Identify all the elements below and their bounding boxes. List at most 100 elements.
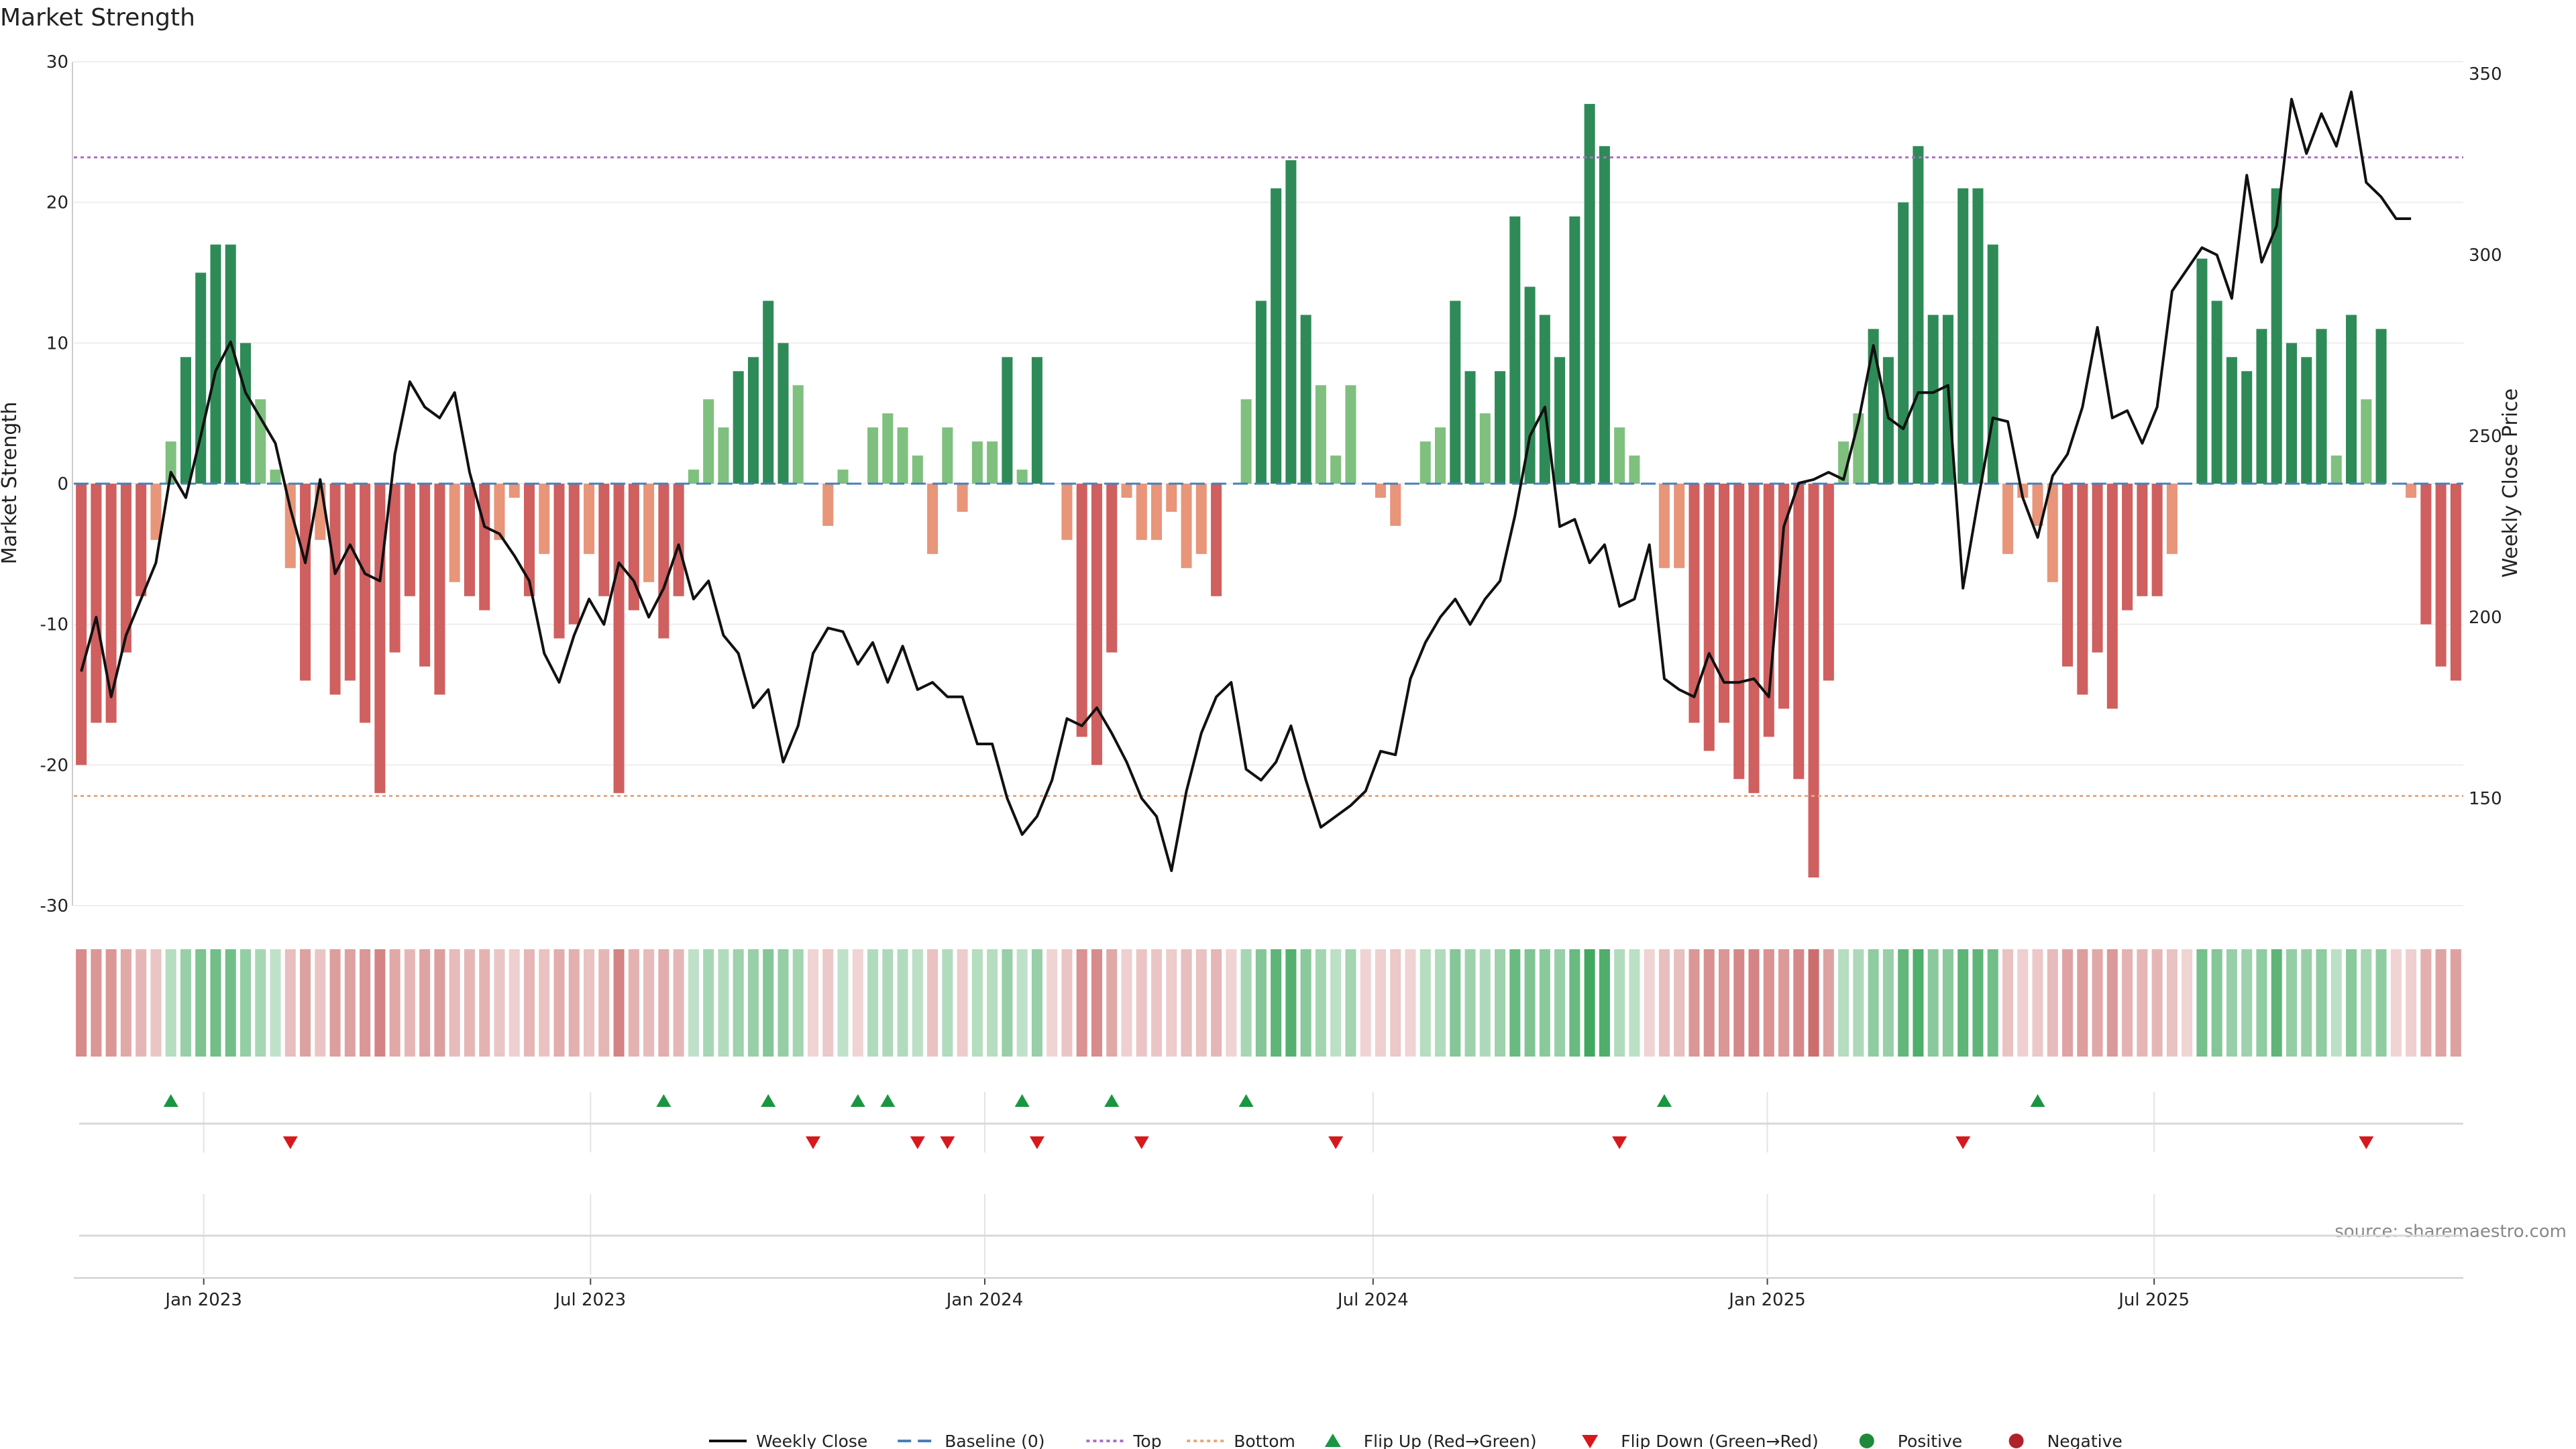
heat-cell: [1972, 949, 1984, 1057]
source-note: source: sharemaestro.com: [2334, 1222, 2567, 1242]
legend-label: Weekly Close: [756, 1432, 867, 1449]
heat-cell: [2032, 949, 2043, 1057]
heat-cell: [703, 949, 714, 1057]
strength-bar: [2420, 484, 2432, 625]
heat-cell: [1599, 949, 1610, 1057]
heat-cell: [584, 949, 595, 1057]
flip-down-marker: [805, 1136, 820, 1149]
strength-bar: [1271, 188, 1282, 484]
strength-bar: [837, 470, 849, 484]
heat-cell: [1913, 949, 1924, 1057]
strength-bar: [1599, 146, 1610, 484]
heat-cell: [1211, 949, 1222, 1057]
strength-bar: [553, 484, 565, 639]
heat-cell: [1554, 949, 1566, 1057]
strength-bar: [912, 455, 923, 484]
strength-bar: [792, 385, 804, 484]
heat-cell: [2017, 949, 2029, 1057]
x-tick-label: Jul 2024: [1336, 1290, 1409, 1310]
heat-cell: [1987, 949, 1998, 1057]
heat-cell: [1495, 949, 1506, 1057]
heat-cell: [2316, 949, 2327, 1057]
strength-bar: [987, 441, 998, 484]
strength-bar: [1733, 484, 1745, 780]
heat-cell: [1838, 949, 1849, 1057]
strength-bar: [284, 484, 296, 568]
heat-cell: [1733, 949, 1745, 1057]
heat-cell: [1375, 949, 1386, 1057]
heat-cell: [613, 949, 625, 1057]
heat-cell: [389, 949, 400, 1057]
strength-bar: [1016, 470, 1028, 484]
strength-bar: [1091, 484, 1102, 765]
heat-cell: [2151, 949, 2163, 1057]
strength-bar: [2406, 484, 2417, 498]
strength-bar: [1509, 216, 1521, 484]
heat-cell: [1823, 949, 1834, 1057]
flip-down-marker: [910, 1136, 925, 1149]
strength-bar: [508, 484, 520, 498]
strength-bar: [165, 441, 176, 484]
strength-bar: [568, 484, 580, 625]
heat-cell: [822, 949, 834, 1057]
heat-cell: [2062, 949, 2074, 1057]
strength-bar: [329, 484, 341, 695]
heat-cell: [1300, 949, 1311, 1057]
heat-cell: [195, 949, 207, 1057]
heat-cell: [2361, 949, 2372, 1057]
strength-bar: [2330, 455, 2342, 484]
strength-bar: [688, 470, 699, 484]
heat-cell: [360, 949, 371, 1057]
heat-cell: [479, 949, 490, 1057]
strength-bar: [1987, 244, 1998, 484]
left-tick-label: -30: [40, 896, 68, 916]
strength-bar: [1330, 455, 1342, 484]
heat-cell: [1778, 949, 1790, 1057]
strength-bar: [2077, 484, 2088, 695]
strength-bar: [2435, 484, 2447, 667]
strength-bar: [942, 427, 953, 484]
heat-cell: [1390, 949, 1401, 1057]
heat-cell: [180, 949, 191, 1057]
strength-bar: [822, 484, 834, 526]
heat-cell: [1345, 949, 1356, 1057]
strength-bar: [1166, 484, 1177, 512]
heat-cell: [2346, 949, 2357, 1057]
strength-bar: [389, 484, 400, 653]
strength-bar: [1629, 455, 1640, 484]
strength-bar: [1898, 202, 1909, 484]
strength-bar: [2196, 258, 2208, 484]
heat-cell: [2196, 949, 2208, 1057]
gridlines: [74, 61, 2463, 1275]
strength-bar: [598, 484, 610, 596]
heat-cell: [1868, 949, 1879, 1057]
heat-cell: [1658, 949, 1670, 1057]
heat-cell: [1718, 949, 1730, 1057]
heat-cell: [91, 949, 102, 1057]
heat-cell: [718, 949, 729, 1057]
strength-bar: [2346, 315, 2357, 484]
x-tick-label: Jan 2024: [945, 1290, 1024, 1310]
heat-cell: [1808, 949, 1819, 1057]
strength-bar: [494, 484, 505, 540]
heat-cell: [2450, 949, 2461, 1057]
heat-cell: [837, 949, 849, 1057]
flip-up-marker: [1104, 1094, 1120, 1107]
heat-cell: [1031, 949, 1042, 1057]
strength-bar: [210, 244, 221, 484]
strength-bar: [2151, 484, 2163, 596]
right-axis-label: Weekly Close Price: [2499, 388, 2522, 578]
strength-bar: [2032, 484, 2043, 526]
heat-cell: [1419, 949, 1431, 1057]
strength-bar: [1823, 484, 1834, 681]
flip-up-marker: [761, 1094, 776, 1107]
strength-bar: [479, 484, 490, 610]
heat-cell: [1016, 949, 1028, 1057]
heat-cell: [912, 949, 923, 1057]
left-tick-label: 30: [46, 52, 68, 72]
left-tick-label: 10: [46, 333, 68, 354]
right-tick-label: 350: [2469, 64, 2502, 85]
strength-bar: [2211, 301, 2222, 484]
strength-bar: [1061, 484, 1073, 540]
heat-cell: [1271, 949, 1282, 1057]
